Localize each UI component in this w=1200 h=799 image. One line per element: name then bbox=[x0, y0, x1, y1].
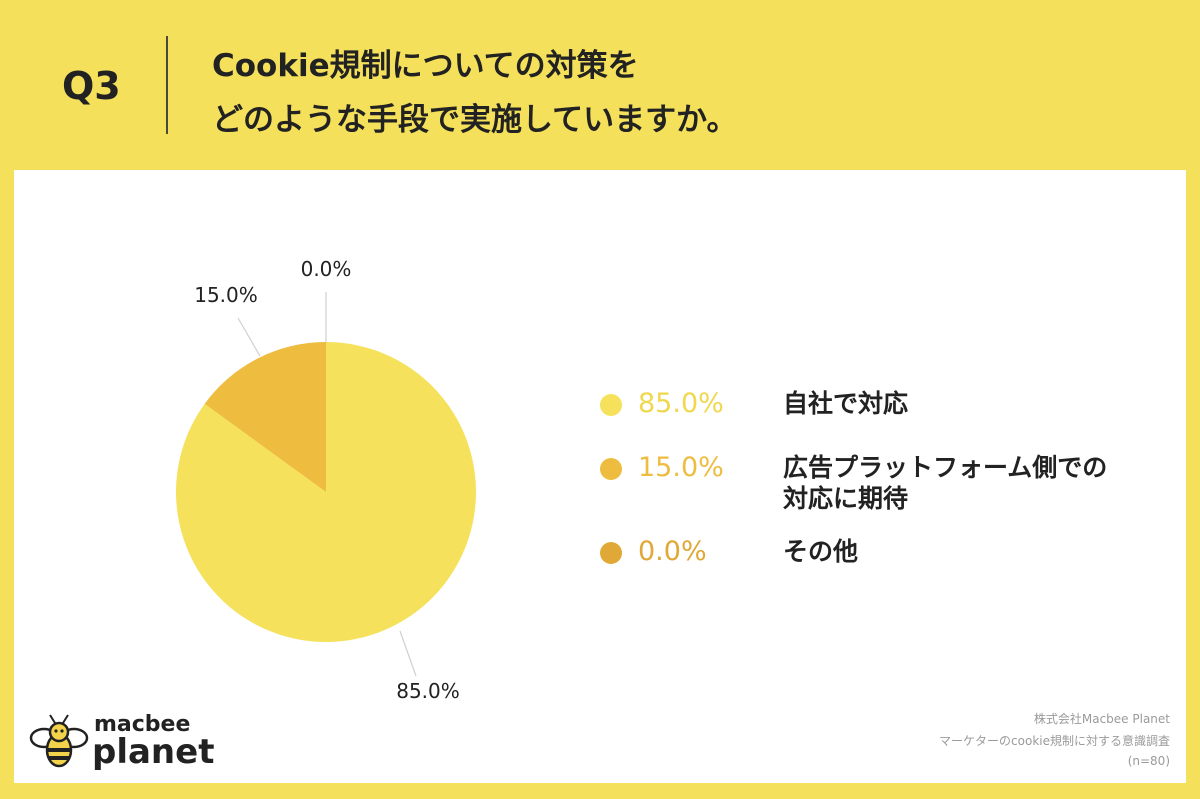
legend-item: 15.0% 広告プラットフォーム側での 対応に期待 bbox=[600, 452, 1183, 514]
legend-item: 0.0% その他 bbox=[600, 536, 1183, 567]
header: Q3 Cookie規制についての対策を どのような手段で実施していますか。 bbox=[0, 0, 1200, 170]
logo-text-planet: planet bbox=[92, 732, 215, 772]
legend-label-line: 広告プラットフォーム側での bbox=[783, 453, 1108, 482]
pie-slice-1 bbox=[204, 342, 326, 492]
header-divider bbox=[166, 36, 168, 134]
logo-text-macbee: macbee bbox=[94, 712, 191, 737]
leader-line-1 bbox=[237, 317, 261, 357]
legend-swatch bbox=[600, 542, 622, 564]
source-sample-size: (n=80) bbox=[1127, 754, 1170, 768]
source-company: 株式会社Macbee Planet bbox=[1033, 712, 1170, 726]
slice-value-label-1: 15.0% bbox=[194, 283, 258, 307]
question-title-line2: どのような手段で実施していますか。 bbox=[212, 102, 738, 138]
source-survey: マーケターのcookie規制に対する意識調査 bbox=[939, 734, 1170, 748]
legend-item: 85.0% 自社で対応 bbox=[600, 388, 1183, 419]
legend-swatch bbox=[600, 458, 622, 480]
macbee-planet-logo: macbee planet bbox=[28, 712, 228, 776]
legend-label: その他 bbox=[783, 536, 1183, 567]
slice-value-label-2: 0.0% bbox=[301, 257, 352, 281]
legend-label-line: その他 bbox=[783, 537, 859, 566]
legend-label: 自社で対応 bbox=[783, 388, 1183, 419]
slice-value-label-0: 85.0% bbox=[396, 679, 460, 703]
legend-label-line: 自社で対応 bbox=[783, 389, 909, 418]
leader-line-0 bbox=[399, 630, 417, 677]
legend-label-line: 対応に期待 bbox=[783, 484, 909, 513]
question-number: Q3 bbox=[62, 64, 121, 108]
legend-percent: 15.0% bbox=[638, 452, 724, 483]
legend-percent: 0.0% bbox=[638, 536, 707, 567]
legend-label: 広告プラットフォーム側での 対応に期待 bbox=[783, 452, 1183, 514]
bee-icon bbox=[29, 714, 89, 768]
legend-swatch bbox=[600, 394, 622, 416]
legend-percent: 85.0% bbox=[638, 388, 724, 419]
question-title-line1: Cookie規制についての対策を bbox=[212, 48, 639, 84]
